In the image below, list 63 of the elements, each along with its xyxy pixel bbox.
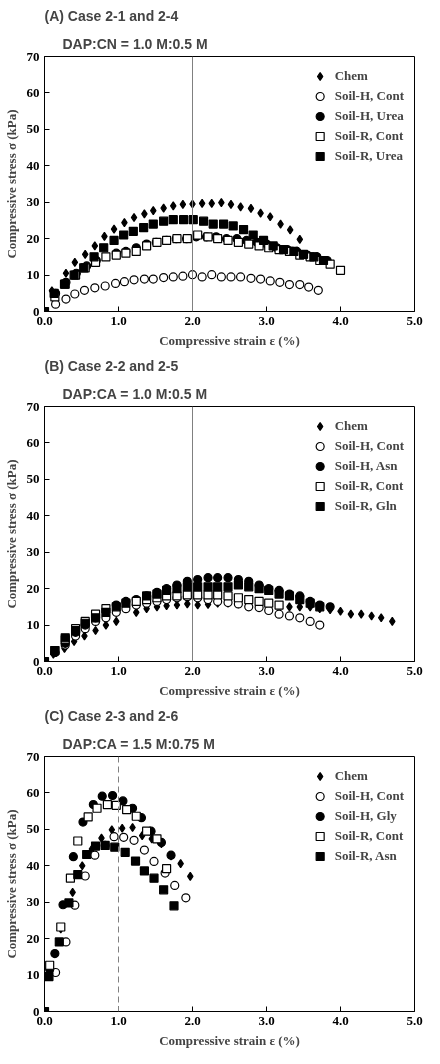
chart-subtitle: DAP:CA = 1.5 M:0.75 M [62,735,215,752]
y-tick-label: 70 [26,748,40,764]
x-tick-label: 5.0 [406,662,423,678]
legend-label: Soil-H, Urea [334,108,404,124]
legend-label: Soil-H, Gly [334,808,397,824]
x-tick-label: 1.0 [110,1012,127,1028]
chart-title: (B) Case 2-2 and 2-5 [44,357,179,374]
legend-label: Soil-R, Asn [334,848,397,864]
x-tick-label: 4.0 [332,662,349,678]
y-tick-label: 30 [26,194,40,210]
y-tick-label: 60 [26,434,40,450]
x-tick-label: 5.0 [406,312,423,328]
y-tick-label: 10 [26,967,40,983]
x-tick-label: 2.0 [184,662,201,678]
x-tick-label: 1.0 [110,662,127,678]
chart-title: (C) Case 2-3 and 2-6 [44,707,179,724]
y-axis-title: Compressive stress σ (kPa) [3,109,19,259]
y-tick-label: 10 [26,267,40,283]
legend-label: Soil-R, Gln [334,498,397,514]
x-axis-title: Compressive strain ε (%) [159,332,300,348]
x-tick-label: 1.0 [110,312,127,328]
y-tick-label: 50 [26,821,40,837]
y-tick-label: 40 [26,857,40,873]
y-axis-title: Compressive stress σ (kPa) [3,459,19,609]
y-tick-label: 70 [26,398,40,414]
y-axis-title: Compressive stress σ (kPa) [3,809,19,959]
x-tick-label: 2.0 [184,312,201,328]
y-tick-label: 40 [26,507,40,523]
legend-label: Soil-R, Urea [334,148,404,164]
legend-label: Chem [334,418,368,434]
legend-label: Soil-H, Asn [334,458,398,474]
y-tick-label: 20 [26,230,40,246]
y-tick-label: 50 [26,471,40,487]
legend-label: Soil-R, Cont [334,828,404,844]
x-tick-label: 3.0 [258,662,275,678]
chart-subtitle: DAP:CN = 1.0 M:0.5 M [62,35,208,52]
legend-label: Chem [334,768,368,784]
x-tick-label: 3.0 [258,312,275,328]
x-axis-title: Compressive strain ε (%) [159,682,300,698]
y-tick-label: 30 [26,544,40,560]
legend-label: Soil-H, Cont [334,88,404,104]
y-tick-label: 70 [26,48,40,64]
y-tick-label: 40 [26,157,40,173]
y-tick-label: 20 [26,580,40,596]
legend-label: Soil-H, Cont [334,438,404,454]
legend-label: Soil-R, Cont [334,478,404,494]
x-tick-label: 5.0 [406,1012,423,1028]
chart-title: (A) Case 2-1 and 2-4 [44,7,179,24]
y-tick-label: 60 [26,84,40,100]
chart-subtitle: DAP:CA = 1.0 M:0.5 M [62,385,208,402]
y-tick-label: 60 [26,784,40,800]
x-tick-label: 4.0 [332,1012,349,1028]
legend-label: Chem [334,68,368,84]
y-tick-label: 20 [26,930,40,946]
y-tick-label: 10 [26,617,40,633]
legend-label: Soil-H, Cont [334,788,404,804]
x-axis-title: Compressive strain ε (%) [159,1032,300,1048]
x-tick-label: 2.0 [184,1012,201,1028]
x-tick-label: 3.0 [258,1012,275,1028]
x-tick-label: 4.0 [332,312,349,328]
y-tick-label: 30 [26,894,40,910]
legend-label: Soil-R, Cont [334,128,404,144]
y-tick-label: 50 [26,121,40,137]
